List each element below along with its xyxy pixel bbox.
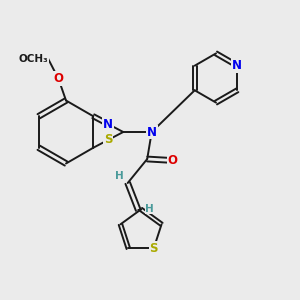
Text: methoxy: methoxy: [44, 58, 50, 59]
Text: N: N: [103, 118, 113, 130]
Text: OCH₃: OCH₃: [18, 53, 48, 64]
Text: N: N: [147, 125, 157, 139]
Text: H: H: [145, 203, 154, 214]
Text: H: H: [115, 171, 124, 182]
Text: O: O: [53, 72, 64, 86]
Text: N: N: [232, 59, 242, 72]
Text: S: S: [149, 242, 158, 255]
Text: S: S: [104, 134, 112, 146]
Text: O: O: [168, 154, 178, 167]
